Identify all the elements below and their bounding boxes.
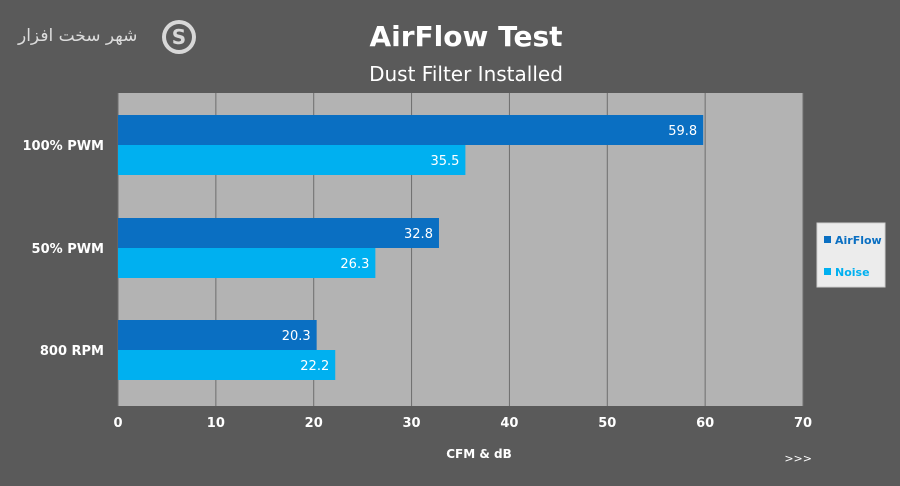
bar-value-label: 26.3 xyxy=(340,257,369,272)
more-arrows-note: >>> xyxy=(784,452,812,465)
svg-text:S: S xyxy=(172,25,186,49)
bar-value-label: 59.8 xyxy=(668,124,697,139)
bar-value-label: 35.5 xyxy=(430,154,459,169)
x-tick-label: 40 xyxy=(500,416,518,431)
x-tick-label: 10 xyxy=(207,416,225,431)
bar-airflow xyxy=(118,115,704,145)
bar-value-label: 32.8 xyxy=(404,227,433,242)
legend-swatch-airflow xyxy=(824,236,831,243)
legend-box xyxy=(816,222,886,288)
brand-logo: شهر سخت افزار S xyxy=(18,18,196,58)
legend-swatch-noise xyxy=(824,268,831,275)
chart-title: AirFlow Test xyxy=(369,20,562,53)
brand-logo-text: شهر سخت افزار xyxy=(18,26,138,46)
bar-noise xyxy=(118,145,466,175)
legend-label-airflow: AirFlow xyxy=(835,234,882,247)
bar-airflow xyxy=(118,320,317,350)
legend-label-noise: Noise xyxy=(835,266,870,279)
bar-noise xyxy=(118,350,336,380)
bar-value-label: 20.3 xyxy=(282,329,311,344)
category-label: 50% PWM xyxy=(32,242,104,257)
x-tick-label: 60 xyxy=(696,416,714,431)
x-tick-label: 30 xyxy=(403,416,421,431)
bar-airflow xyxy=(118,218,439,248)
category-label: 800 RPM xyxy=(40,344,104,359)
bar-value-label: 22.2 xyxy=(300,359,329,374)
x-tick-label: 0 xyxy=(113,416,122,431)
x-tick-label: 70 xyxy=(794,416,812,431)
bar-noise xyxy=(118,248,376,278)
x-axis-label: CFM & dB xyxy=(446,447,512,461)
x-tick-label: 20 xyxy=(305,416,323,431)
category-label: 100% PWM xyxy=(23,139,105,154)
brand-s-icon: S xyxy=(162,20,196,54)
chart-subtitle: Dust Filter Installed xyxy=(369,62,563,86)
x-tick-label: 50 xyxy=(598,416,616,431)
